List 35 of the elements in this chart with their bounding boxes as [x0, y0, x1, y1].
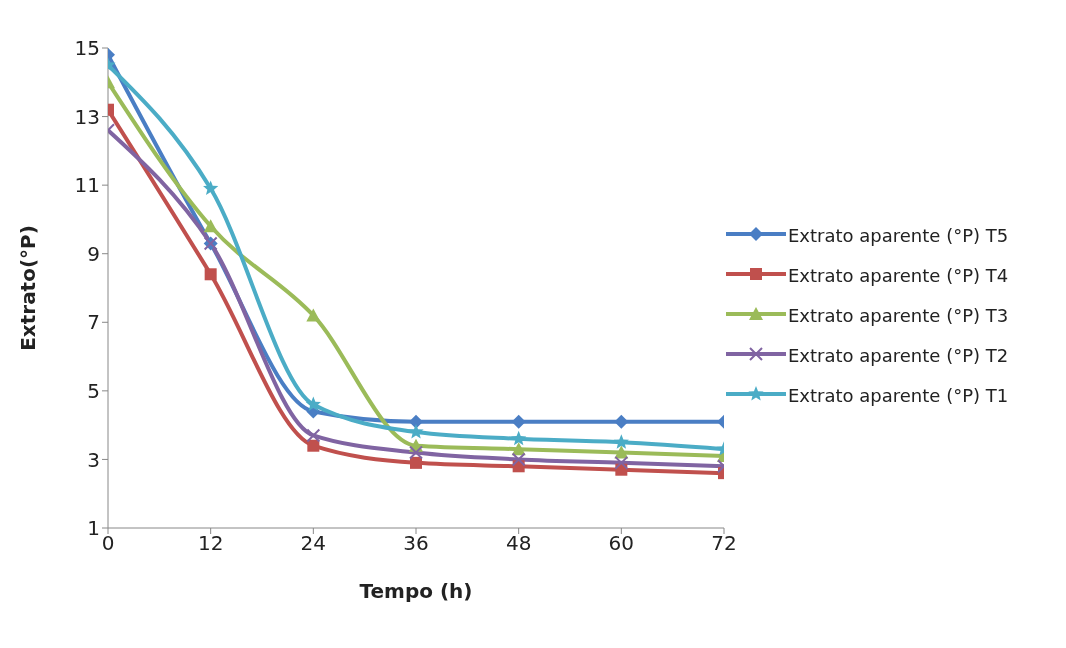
point: [613, 434, 629, 449]
y-tick-label: 3: [87, 447, 100, 472]
legend-label: Extrato aparente (°P) T2: [788, 344, 1010, 368]
point: [203, 180, 219, 196]
y-axis-title: Extrato(°P): [16, 225, 41, 351]
point: [511, 414, 526, 429]
y-tick-label: 5: [87, 378, 100, 403]
x-axis-title: Tempo (h): [359, 579, 473, 603]
point: [511, 430, 527, 446]
y-tick-label: 11: [74, 173, 100, 198]
y-tick-label: 13: [74, 104, 100, 129]
point: [409, 414, 423, 429]
x-tick-label: 48: [505, 531, 532, 556]
point: [410, 456, 422, 469]
x-tick-label: 72: [711, 531, 737, 556]
x-tick-label: 12: [197, 531, 224, 556]
point: [511, 452, 526, 467]
legend-label: Extrato aparente (°P) T1: [788, 384, 1010, 408]
point: [305, 396, 321, 412]
x-tick-label: 24: [300, 531, 327, 556]
point: [306, 428, 321, 443]
y-tick-label: 7: [87, 310, 100, 335]
point: [408, 424, 424, 439]
x-tick-label: 36: [403, 531, 429, 556]
point: [306, 308, 321, 322]
legend-label: Extrato aparente (°P) T4: [788, 264, 1010, 288]
point: [409, 445, 423, 460]
y-tick-label: 15: [74, 36, 100, 61]
point: [307, 439, 320, 452]
legend-label: Extrato aparente (°P) T5: [788, 224, 1010, 248]
y-tick-label: 9: [87, 241, 100, 266]
y-tick-label: 1: [87, 516, 100, 541]
legend-label: Extrato aparente (°P) T3: [788, 304, 1010, 328]
x-tick-label: 0: [101, 531, 115, 556]
x-tick-label: 60: [608, 531, 635, 556]
